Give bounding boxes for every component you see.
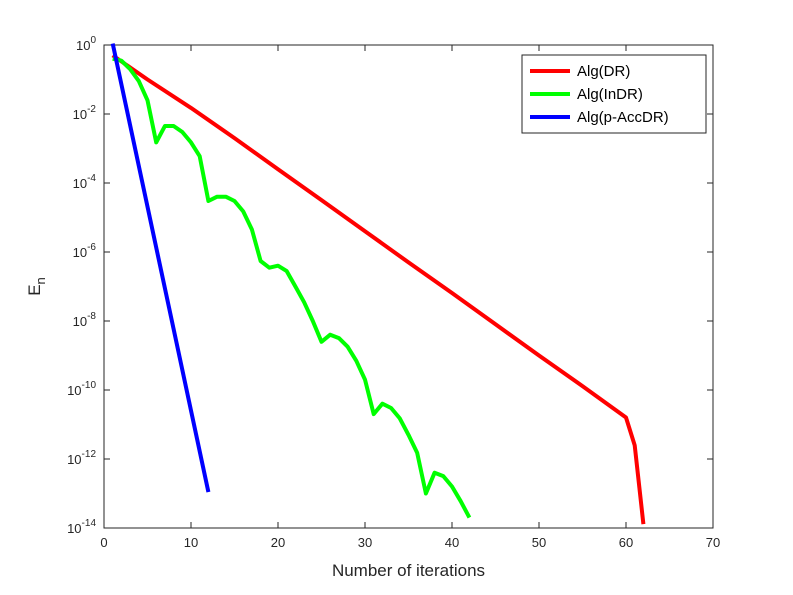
legend: Alg(DR) Alg(InDR) Alg(p-AccDR) (521, 54, 707, 134)
y-axis-label-subscript: n (33, 277, 48, 284)
legend-label-1: Alg(DR) (577, 63, 630, 80)
y-tick-label: 10-10 (67, 380, 96, 398)
y-tick-exponent: 0 (90, 35, 96, 46)
y-tick-label: 10-4 (73, 173, 97, 191)
y-tick-base: 10 (67, 452, 81, 467)
y-tick-label: 10-6 (73, 242, 97, 260)
x-axis-ticks: 0 10 20 30 40 50 60 70 (100, 45, 720, 550)
x-tick-label: 50 (532, 535, 546, 550)
y-tick-label: 10-8 (73, 311, 97, 329)
y-tick-base: 10 (73, 245, 87, 260)
y-tick-base: 10 (73, 176, 87, 191)
y-tick-exponent: -6 (87, 242, 96, 253)
y-tick-label: 10-14 (67, 518, 96, 536)
series-layer (110, 43, 646, 525)
y-tick-base: 10 (76, 38, 90, 53)
x-tick-label: 60 (619, 535, 633, 550)
x-axis-label: Number of iterations (332, 561, 485, 580)
y-axis-label-base: E (25, 284, 44, 295)
legend-label-3: Alg(p-AccDR) (577, 109, 669, 126)
y-tick-base: 10 (73, 314, 87, 329)
y-tick-label: 10-2 (73, 104, 97, 122)
y-tick-base: 10 (73, 107, 87, 122)
x-tick-label: 20 (271, 535, 285, 550)
x-tick-label: 40 (445, 535, 459, 550)
y-tick-exponent: -4 (87, 173, 96, 184)
legend-label-2: Alg(InDR) (577, 86, 643, 103)
series-line-1 (111, 53, 646, 525)
x-tick-label: 70 (706, 535, 720, 550)
y-tick-exponent: -12 (82, 449, 97, 460)
y-tick-exponent: -8 (87, 311, 96, 322)
y-tick-exponent: -14 (82, 518, 97, 529)
x-tick-label: 30 (358, 535, 372, 550)
x-tick-label: 10 (184, 535, 198, 550)
series-line-3 (110, 43, 211, 493)
x-tick-label: 0 (100, 535, 107, 550)
series-line-2 (112, 56, 472, 519)
y-tick-exponent: -10 (82, 380, 97, 391)
y-axis-label: En (25, 277, 48, 296)
y-tick-label: 100 (76, 35, 96, 53)
y-tick-exponent: -2 (87, 104, 96, 115)
y-tick-base: 10 (67, 521, 81, 536)
y-tick-label: 10-12 (67, 449, 96, 467)
y-tick-base: 10 (67, 383, 81, 398)
